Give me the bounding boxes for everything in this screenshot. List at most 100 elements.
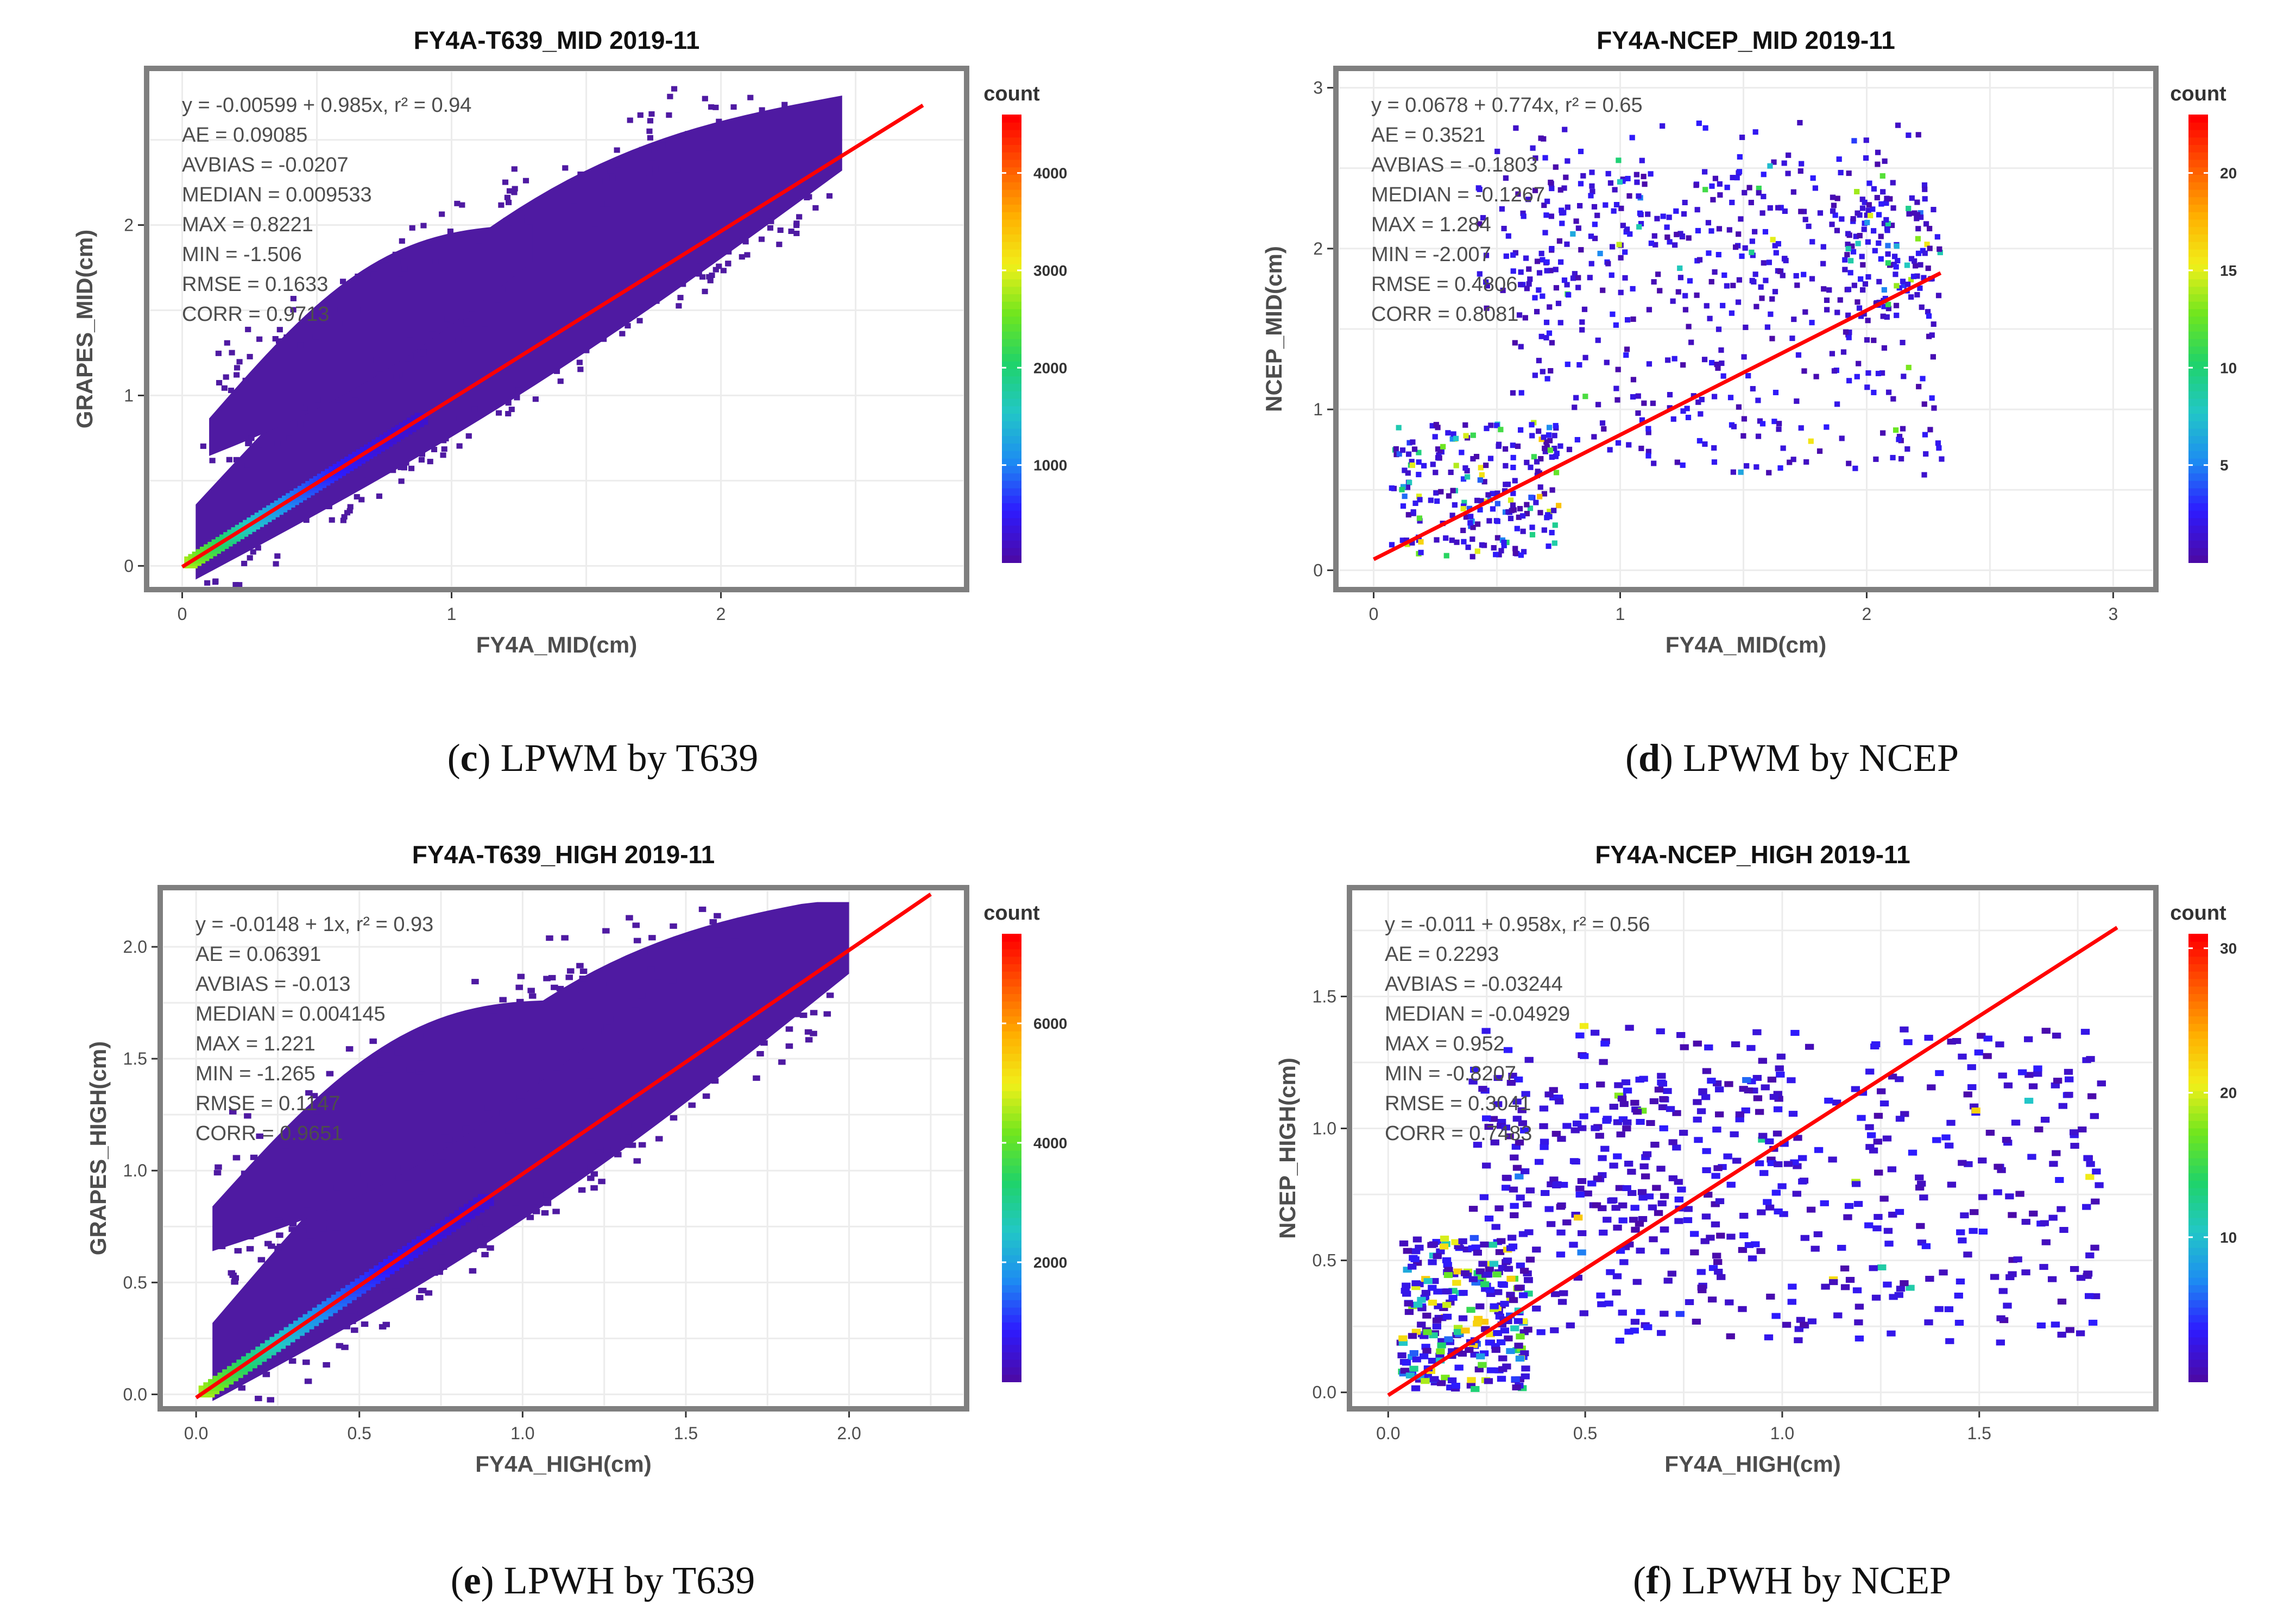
heatmap-cell	[1598, 1172, 1607, 1179]
heatmap-cell	[439, 211, 445, 217]
heatmap-cell	[1498, 427, 1504, 433]
heatmap-cell	[1573, 218, 1579, 224]
heatmap-cell	[1713, 1165, 1723, 1172]
heatmap-cell	[1570, 275, 1576, 281]
heatmap-cell	[1574, 436, 1580, 442]
heatmap-cell	[1687, 278, 1693, 284]
heatmap-cell	[712, 267, 719, 273]
heatmap-cell	[1490, 491, 1496, 497]
heatmap-cell	[534, 1199, 541, 1205]
heatmap-cell	[1970, 1209, 1979, 1216]
heatmap-cell	[1808, 438, 1814, 444]
heatmap-cell	[1514, 1076, 1523, 1083]
heatmap-cell	[1515, 191, 1521, 197]
heatmap-cell	[1544, 198, 1550, 204]
heatmap-cell	[1469, 1235, 1479, 1241]
heatmap-cell	[1615, 440, 1622, 446]
heatmap-cell	[1809, 276, 1815, 282]
heatmap-cell	[1772, 243, 1778, 249]
heatmap-cell	[354, 494, 360, 500]
heatmap-cell	[1482, 1162, 1491, 1169]
legend-title: count	[2170, 902, 2226, 925]
heatmap-cell	[1855, 1336, 1864, 1341]
heatmap-cell	[1589, 188, 1595, 194]
heatmap-cell	[562, 165, 569, 171]
heatmap-cell	[245, 326, 251, 332]
heatmap-cell	[1885, 306, 1891, 312]
heatmap-cell	[1761, 193, 1767, 199]
heatmap-cell	[804, 1029, 812, 1035]
heatmap-cell	[1558, 259, 1564, 265]
heatmap-cell	[1844, 252, 1850, 258]
heatmap-cell	[1433, 1288, 1442, 1295]
heatmap-cell	[1732, 1157, 1742, 1164]
heatmap-cell	[204, 580, 211, 586]
heatmap-cell	[1922, 196, 1928, 202]
heatmap-cell	[1853, 233, 1859, 239]
heatmap-cell	[297, 403, 304, 409]
heatmap-cell	[2024, 1036, 2033, 1042]
heatmap-cell	[1914, 216, 1920, 222]
heatmap-cell	[1529, 524, 1535, 530]
heatmap-cell	[1439, 1243, 1449, 1250]
legend-tick-label: 10	[2220, 1229, 2237, 1246]
heatmap-cell	[628, 172, 635, 178]
heatmap-cell	[1475, 521, 1481, 527]
heatmap-cell	[1518, 282, 1524, 288]
heatmap-cell	[1782, 208, 1788, 214]
stats-line: CORR = 0.9713	[182, 303, 329, 326]
heatmap-cell	[1793, 1135, 1802, 1141]
heatmap-cell	[2024, 1072, 2034, 1078]
heatmap-cell	[1453, 463, 1459, 469]
heatmap-cell	[1888, 1073, 1897, 1080]
heatmap-cell	[1486, 1367, 1496, 1374]
heatmap-cell	[1393, 452, 1399, 458]
heatmap-cell	[1694, 1137, 1703, 1143]
heatmap-cell	[1449, 512, 1455, 518]
heatmap-cell	[2057, 1298, 2067, 1305]
heatmap-cell	[238, 1385, 246, 1391]
plot-frame	[144, 66, 969, 592]
heatmap-cell	[1884, 195, 1890, 201]
heatmap-cell	[578, 1187, 586, 1193]
heatmap-cell	[1570, 1127, 1580, 1134]
y-tick-label: 2	[124, 216, 134, 235]
heatmap-cell	[1674, 1179, 1683, 1185]
heatmap-cell	[1693, 182, 1699, 188]
heatmap-cell	[1516, 1333, 1525, 1340]
heatmap-cell	[707, 277, 714, 283]
heatmap-cell	[1603, 1217, 1612, 1223]
heatmap-cell	[2008, 1257, 2017, 1263]
heatmap-cell	[1734, 175, 1740, 181]
heatmap-cell	[1790, 457, 1796, 463]
heatmap-cell	[1831, 368, 1838, 374]
heatmap-cell	[1960, 1212, 1969, 1219]
heatmap-cell	[1741, 354, 1747, 360]
heatmap-cell	[1501, 540, 1507, 546]
heatmap-cell	[462, 1125, 470, 1131]
heatmap-cell	[407, 337, 413, 343]
heatmap-cell	[1816, 448, 1823, 454]
heatmap-cell	[1536, 358, 1542, 364]
heatmap-cell	[398, 464, 404, 470]
heatmap-cell	[1614, 397, 1620, 403]
heatmap-cell	[1451, 1383, 1460, 1389]
heatmap-cell	[1575, 1032, 1585, 1039]
heatmap-cell	[731, 938, 739, 944]
heatmap-cell	[304, 1378, 312, 1384]
heatmap-cell	[1421, 1344, 1430, 1350]
heatmap-cell	[314, 1109, 321, 1115]
heatmap-cell	[526, 1214, 534, 1220]
heatmap-cell	[1595, 337, 1601, 343]
heatmap-cell	[275, 338, 282, 344]
heatmap-cell	[1445, 430, 1451, 436]
heatmap-cell	[1777, 1183, 1787, 1189]
heatmap-cell	[223, 374, 229, 380]
heatmap-cell	[1682, 293, 1688, 299]
heatmap-cell	[416, 1033, 424, 1039]
heatmap-cell	[1643, 1324, 1652, 1331]
heatmap-cell	[1470, 1351, 1479, 1358]
heatmap-cell	[1454, 539, 1460, 545]
heatmap-cell	[1956, 1278, 1965, 1284]
heatmap-cell	[1769, 336, 1775, 341]
